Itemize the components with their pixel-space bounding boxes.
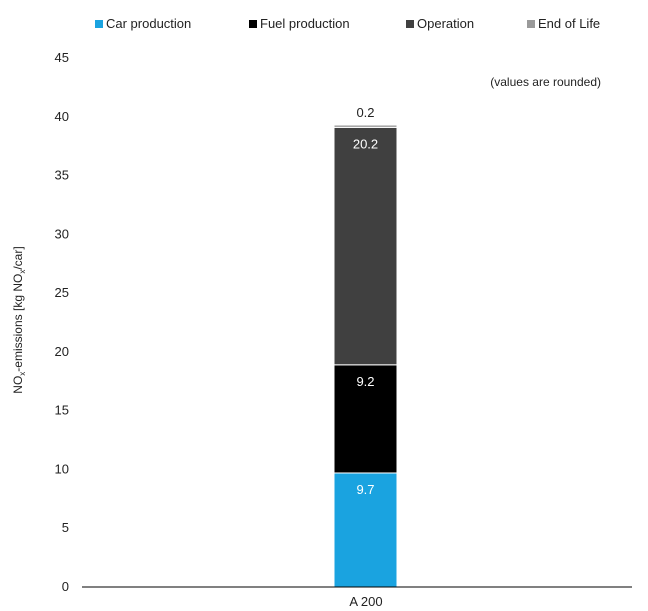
bar-segment-operation: [333, 126, 398, 366]
data-label-end-of-life: 0.2: [356, 105, 374, 120]
bar-segment-end-of-life: [333, 124, 398, 128]
y-axis-title-part-2: -emissions [kg NO: [11, 274, 25, 372]
y-axis-title: NOx-emissions [kg NOx/car]: [11, 246, 27, 393]
legend: Car production Fuel production Operation…: [95, 16, 600, 31]
y-tick-label-25: 25: [55, 285, 69, 300]
y-tick-label-5: 5: [62, 520, 69, 535]
y-axis-title-part-1: NO: [11, 376, 25, 394]
data-labels: 9.7 9.2 20.2 0.2: [353, 105, 378, 497]
y-tick-label-0: 0: [62, 579, 69, 594]
y-tick-label-40: 40: [55, 109, 69, 124]
data-label-car-production: 9.7: [356, 482, 374, 497]
y-tick-label-30: 30: [55, 226, 69, 241]
data-label-fuel-production: 9.2: [356, 374, 374, 389]
bar-segment-fuel-production: [333, 364, 398, 474]
x-tick-label-a-200: A 200: [349, 594, 382, 609]
y-axis-title-sub-2: x: [18, 270, 27, 274]
legend-swatch-car-production: [95, 20, 103, 28]
y-tick-label-10: 10: [55, 461, 69, 476]
y-tick-label-45: 45: [55, 50, 69, 65]
rounded-values-note: (values are rounded): [490, 75, 601, 89]
legend-label-fuel-production: Fuel production: [260, 16, 350, 31]
y-tick-label-35: 35: [55, 168, 69, 183]
legend-swatch-end-of-life: [527, 20, 535, 28]
data-label-operation: 20.2: [353, 136, 378, 151]
y-tick-labels: 0 5 10 15 20 25 30 35 40 45: [55, 50, 69, 594]
y-tick-label-20: 20: [55, 344, 69, 359]
legend-label-operation: Operation: [417, 16, 474, 31]
legend-swatch-operation: [406, 20, 414, 28]
legend-label-end-of-life: End of Life: [538, 16, 600, 31]
legend-label-car-production: Car production: [106, 16, 191, 31]
y-tick-label-15: 15: [55, 403, 69, 418]
legend-swatch-fuel-production: [249, 20, 257, 28]
bar-segments: [333, 124, 398, 588]
y-axis-title-sub-1: x: [18, 372, 27, 376]
y-axis-title-part-3: /car]: [11, 246, 25, 269]
